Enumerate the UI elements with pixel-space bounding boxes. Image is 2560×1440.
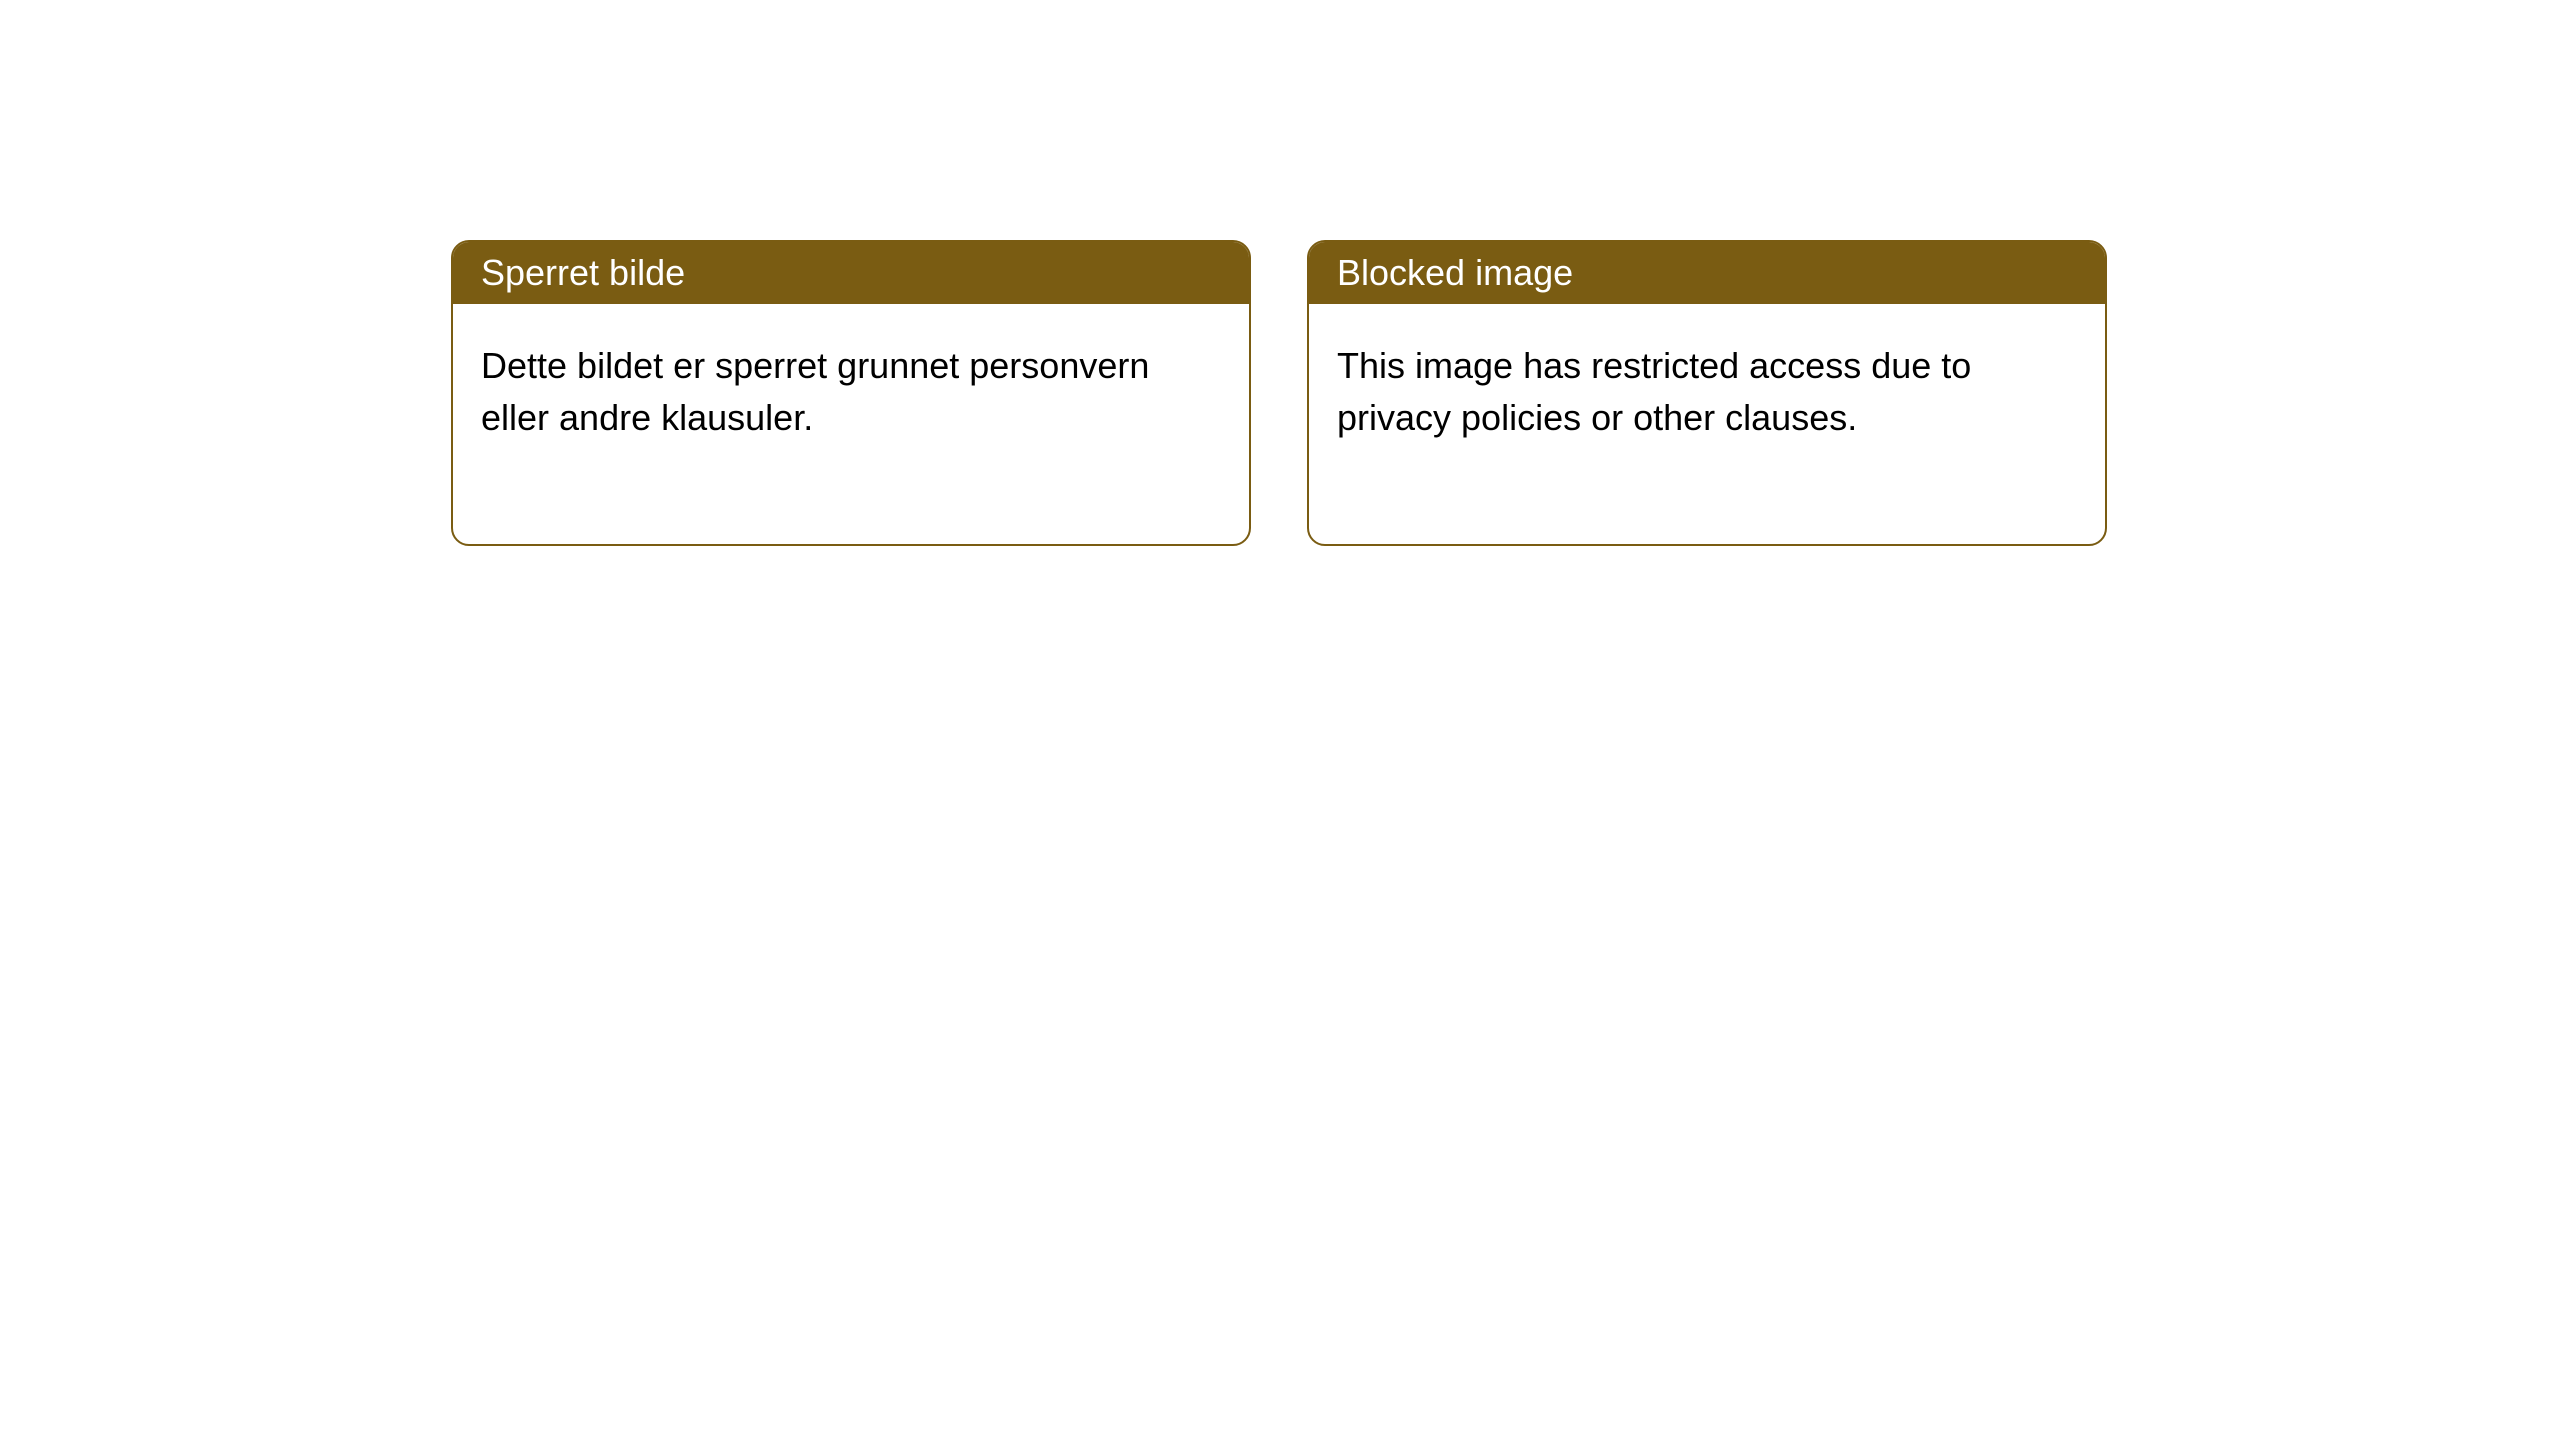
notice-card-norwegian: Sperret bilde Dette bildet er sperret gr… [451,240,1251,546]
notice-card-body: Dette bildet er sperret grunnet personve… [453,304,1249,544]
notice-card-title: Sperret bilde [453,242,1249,304]
notice-card-title: Blocked image [1309,242,2105,304]
notice-card-english: Blocked image This image has restricted … [1307,240,2107,546]
notice-cards-container: Sperret bilde Dette bildet er sperret gr… [451,240,2107,546]
notice-card-body: This image has restricted access due to … [1309,304,2105,544]
